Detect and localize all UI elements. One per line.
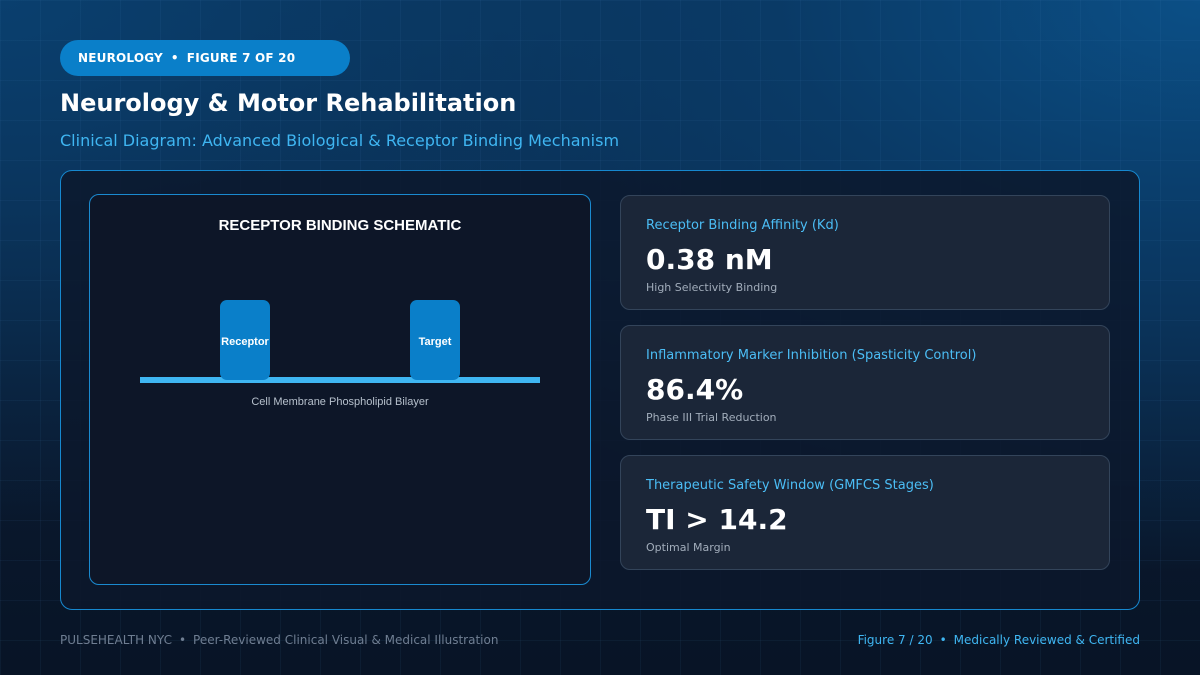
figure-badge: NEUROLOGY • FIGURE 7 OF 20 [60,40,350,76]
receptor-node [220,300,270,380]
footer-certification: Medically Reviewed & Certified [953,633,1140,647]
diagram-title: RECEPTOR BINDING SCHEMATIC [219,217,462,234]
footer-figure: Figure 7 / 20 [857,633,933,647]
footer-separator: • [178,633,187,647]
binding-schematic: RECEPTOR BINDING SCHEMATIC Receptor Targ… [140,217,540,408]
stat-label: Receptor Binding Affinity (Kd) [646,218,839,233]
membrane-label: Cell Membrane Phospholipid Bilayer [251,396,429,408]
membrane-bar [140,377,540,383]
footer-credits: PULSEHEALTH NYC • Peer-Reviewed Clinical V… [60,633,498,647]
footer-tagline: Peer-Reviewed Clinical Visual & Medical … [193,633,499,647]
badge-section: NEUROLOGY [78,51,163,65]
footer-figure-info: Figure 7 / 20 • Medically Reviewed & Certi… [858,633,1140,647]
badge-figure: FIGURE 7 OF 20 [186,51,296,65]
stat-card-safety-window: Therapeutic Safety Window (GMFCS Stages)… [620,455,1110,570]
stat-note: Optimal Margin [646,541,731,554]
footer-brand: PULSEHEALTH NYC [60,633,172,647]
target-node [410,300,460,380]
badge-separator: • [170,51,179,65]
footer-separator: • [939,633,947,647]
stat-note: Phase III Trial Reduction [646,411,777,424]
receptor-label: Receptor [221,336,269,348]
diagram-panel: RECEPTOR BINDING SCHEMATIC Receptor Targ… [89,194,591,585]
target-label: Target [419,336,452,348]
stat-card-marker-inhibition: Inflammatory Marker Inhibition (Spastici… [620,325,1110,440]
stat-value: 0.38 nM [646,243,773,276]
page-subtitle: Clinical Diagram: Advanced Biological & … [60,131,620,150]
stat-label: Therapeutic Safety Window (GMFCS Stages) [646,478,934,493]
stat-note: High Selectivity Binding [646,281,778,294]
page-title: Neurology & Motor Rehabilitation [60,89,517,117]
stat-value: TI > 14.2 [646,503,788,536]
stat-card-binding-affinity: Receptor Binding Affinity (Kd) 0.38 nM H… [620,195,1110,310]
stat-value: 86.4% [646,373,744,406]
stat-label: Inflammatory Marker Inhibition (Spastici… [646,348,977,363]
